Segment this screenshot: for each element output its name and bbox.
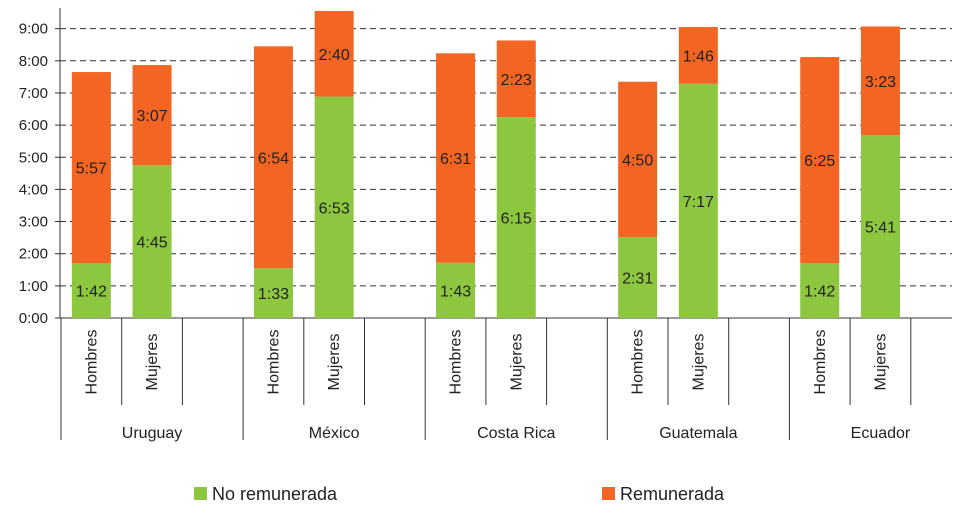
data-label-remunerada: 2:23 — [501, 72, 532, 89]
bar-segment-no-remunerada — [678, 83, 718, 318]
data-label-no-remunerada: 1:43 — [440, 283, 471, 300]
y-tick-label: 9:00 — [19, 21, 48, 38]
data-label-remunerada: 4:50 — [622, 152, 653, 169]
country-label: Costa Rica — [477, 425, 555, 442]
data-label-remunerada: 2:40 — [319, 47, 350, 64]
bar-segment-no-remunerada — [71, 263, 111, 318]
data-label-no-remunerada: 6:15 — [501, 211, 532, 228]
data-label-no-remunerada: 1:33 — [258, 286, 289, 303]
bar-segment-remunerada — [132, 65, 172, 166]
data-label-remunerada: 5:57 — [76, 161, 107, 178]
data-label-no-remunerada: 1:42 — [804, 284, 835, 301]
country-label: Ecuador — [851, 425, 911, 442]
sex-label: Mujeres — [144, 334, 161, 391]
bar-segment-no-remunerada — [253, 268, 293, 318]
bar-segment-remunerada — [678, 27, 718, 84]
bar-segment-no-remunerada — [860, 135, 900, 318]
legend-label: No remunerada — [212, 484, 338, 504]
data-label-no-remunerada: 5:41 — [865, 220, 896, 237]
data-label-no-remunerada: 7:17 — [683, 194, 714, 211]
bar-segment-remunerada — [860, 26, 900, 136]
y-tick-label: 3:00 — [19, 214, 48, 231]
data-label-no-remunerada: 1:42 — [76, 284, 107, 301]
legend-label: Remunerada — [620, 484, 725, 504]
bar-segment-remunerada — [496, 40, 536, 118]
sex-label: Mujeres — [872, 334, 889, 391]
legend-swatch — [602, 487, 615, 500]
country-label: Guatemala — [659, 425, 737, 442]
legend: No remunerada Remunerada — [194, 484, 725, 504]
bar-segment-remunerada — [800, 57, 840, 264]
bar-segment-no-remunerada — [496, 117, 536, 318]
sex-label: Mujeres — [508, 334, 525, 391]
data-label-no-remunerada: 2:31 — [622, 271, 653, 288]
sex-label: Hombres — [812, 330, 829, 395]
y-tick-label: 7:00 — [19, 85, 48, 102]
bar-segment-no-remunerada — [800, 263, 840, 318]
data-label-no-remunerada: 6:53 — [319, 200, 350, 217]
data-label-no-remunerada: 4:45 — [136, 235, 167, 252]
sex-label: Hombres — [630, 330, 647, 395]
bar-segment-remunerada — [314, 10, 354, 97]
y-tick-label: 2:00 — [19, 246, 48, 263]
bar-segment-no-remunerada — [436, 262, 476, 318]
bar-segment-no-remunerada — [132, 165, 172, 318]
legend-swatch — [194, 487, 207, 500]
data-label-remunerada: 6:25 — [804, 153, 835, 170]
sex-label: Mujeres — [690, 334, 707, 391]
y-tick-label: 0:00 — [19, 310, 48, 327]
data-label-remunerada: 6:54 — [258, 150, 289, 167]
y-tick-label: 4:00 — [19, 181, 48, 198]
data-label-remunerada: 6:31 — [440, 151, 471, 168]
y-tick-label: 1:00 — [19, 278, 48, 295]
bar-segment-no-remunerada — [618, 237, 658, 318]
bar-layer — [71, 10, 900, 318]
data-label-remunerada: 3:07 — [136, 108, 167, 125]
label-layer: Uruguay 1:42 5:57 Hombres 4:45 3:07 Mujeres Méx… — [76, 47, 911, 442]
bar-segment-remunerada — [253, 46, 293, 269]
y-tick-label: 5:00 — [19, 149, 48, 166]
bar-segment-remunerada — [436, 53, 476, 263]
sex-label: Hombres — [83, 330, 100, 395]
sex-label: Mujeres — [326, 334, 343, 391]
country-label: Uruguay — [122, 425, 182, 442]
bar-segment-remunerada — [618, 81, 658, 238]
sex-label: Hombres — [448, 330, 465, 395]
bar-segment-no-remunerada — [314, 96, 354, 318]
sex-label: Hombres — [265, 330, 282, 395]
data-label-remunerada: 1:46 — [683, 48, 714, 65]
bar-segment-remunerada — [71, 72, 111, 264]
axis-layer: 0:00 1:00 2:00 3:00 4:00 5:00 6:00 7:00 8:00 9:00 — [19, 8, 952, 440]
y-tick-label: 6:00 — [19, 117, 48, 134]
data-label-remunerada: 3:23 — [865, 74, 896, 91]
y-tick-label: 8:00 — [19, 53, 48, 70]
country-label: México — [309, 425, 360, 442]
